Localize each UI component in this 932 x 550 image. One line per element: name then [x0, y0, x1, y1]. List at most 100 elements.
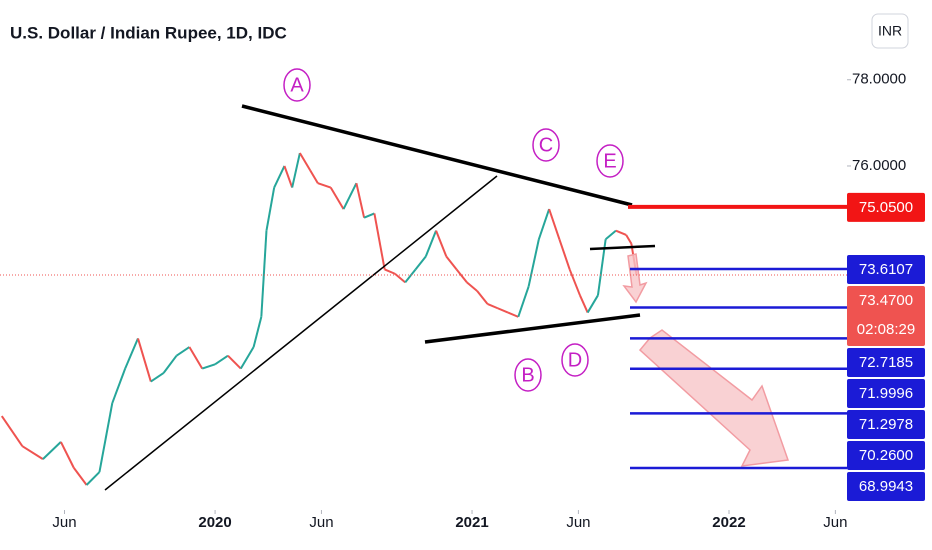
price-segment	[72, 467, 88, 486]
price-segment	[150, 372, 165, 383]
price-segment	[227, 354, 242, 370]
annotation-label: A	[290, 74, 304, 96]
price-segment	[527, 239, 540, 287]
price-segment	[497, 307, 509, 314]
price-segment	[317, 182, 332, 189]
level-label-box	[847, 409, 925, 439]
annotation-circle	[514, 358, 542, 392]
trend-line	[104, 175, 498, 491]
price-segment	[329, 187, 345, 210]
price-segment	[239, 346, 255, 370]
price-segment	[201, 363, 216, 370]
drawings	[104, 104, 790, 491]
chart-title: U.S. Dollar / Indian Rupee, 1D, IDC	[10, 23, 287, 42]
x-tick-label: Jun	[566, 514, 590, 531]
level-label: 72.7185	[859, 354, 913, 371]
price-segment	[404, 268, 417, 283]
currency-label[interactable]: INR	[878, 23, 902, 39]
price-segment	[260, 230, 268, 317]
price-segment	[42, 441, 62, 460]
y-tick-label: 76.0000	[852, 157, 906, 174]
price-segment	[373, 213, 386, 270]
level-label-box	[847, 347, 925, 377]
level-label: 71.9996	[859, 385, 913, 402]
level-label-box	[847, 378, 925, 408]
price-segment	[487, 303, 499, 310]
price-segment	[283, 165, 294, 188]
x-tick-label: 2021	[455, 514, 488, 531]
price-segment	[625, 234, 633, 245]
price-segment	[455, 268, 468, 283]
price-segment	[507, 311, 519, 318]
price-segment	[21, 445, 44, 460]
trend-line	[589, 244, 656, 251]
price-segment	[435, 230, 448, 257]
price-segment	[342, 182, 358, 210]
projection-arrow	[638, 329, 790, 467]
price-segment	[252, 316, 263, 348]
annotation-label: E	[603, 150, 616, 172]
price-segment	[445, 255, 458, 271]
price-segment	[414, 255, 427, 271]
annotation-circle	[596, 144, 624, 178]
annotation-label: B	[521, 364, 534, 386]
price-segment	[291, 152, 301, 188]
price-segment	[517, 286, 530, 318]
price-segment	[162, 355, 178, 374]
projection-arrow	[622, 253, 648, 304]
price-segment	[558, 238, 571, 270]
price-segment	[124, 338, 139, 369]
level-label-box	[847, 440, 925, 470]
currency-button[interactable]	[871, 13, 909, 49]
trend-line	[424, 313, 641, 344]
annotation-label: C	[539, 134, 553, 156]
countdown: 02:08:29	[857, 321, 915, 338]
price-segment	[299, 152, 312, 171]
level-label: 71.2978	[859, 416, 913, 433]
price-segment	[466, 281, 478, 292]
price-segment	[363, 212, 375, 219]
price-segment	[537, 208, 551, 240]
level-label-box	[847, 192, 925, 222]
plot-area	[0, 152, 638, 486]
price-segment	[273, 165, 286, 188]
x-tick-label: 2022	[712, 514, 745, 531]
level-label: 68.9943	[859, 478, 913, 495]
price-segment	[384, 268, 396, 275]
x-tick-label: 2020	[198, 514, 231, 531]
level-label: 73.4700	[859, 292, 913, 309]
level-label-box	[847, 254, 925, 284]
level-label: 73.6107	[859, 261, 913, 278]
level-label-box	[847, 471, 925, 501]
y-tick-label: 78.0000	[852, 71, 906, 88]
x-tick-label: Jun	[52, 514, 76, 531]
price-segment	[98, 402, 114, 473]
annotation-circle	[532, 128, 560, 162]
trend-line	[241, 104, 633, 207]
price-segment	[60, 441, 75, 469]
price-segment	[309, 169, 319, 184]
price-segment	[137, 338, 152, 382]
price-segment	[548, 208, 561, 240]
price-segment	[568, 269, 581, 296]
price-segment	[0, 415, 24, 447]
price-segment	[214, 354, 229, 366]
annotation-label: D	[568, 349, 582, 371]
price-segment	[424, 230, 437, 257]
price-segment	[579, 294, 589, 313]
price-segment	[476, 290, 489, 305]
annotation-circle	[561, 343, 589, 377]
price-segment	[111, 368, 127, 404]
level-label: 70.2600	[859, 447, 913, 464]
price-segment	[175, 346, 190, 357]
price-segment	[605, 229, 617, 241]
price-segment	[85, 471, 101, 486]
x-tick-label: Jun	[309, 514, 333, 531]
level-label: 75.0500	[859, 199, 913, 216]
price-segment	[615, 229, 627, 236]
price-segment	[355, 183, 366, 218]
x-tick-label: Jun	[823, 514, 847, 531]
price-segment	[188, 346, 204, 370]
price-segment	[265, 187, 276, 231]
